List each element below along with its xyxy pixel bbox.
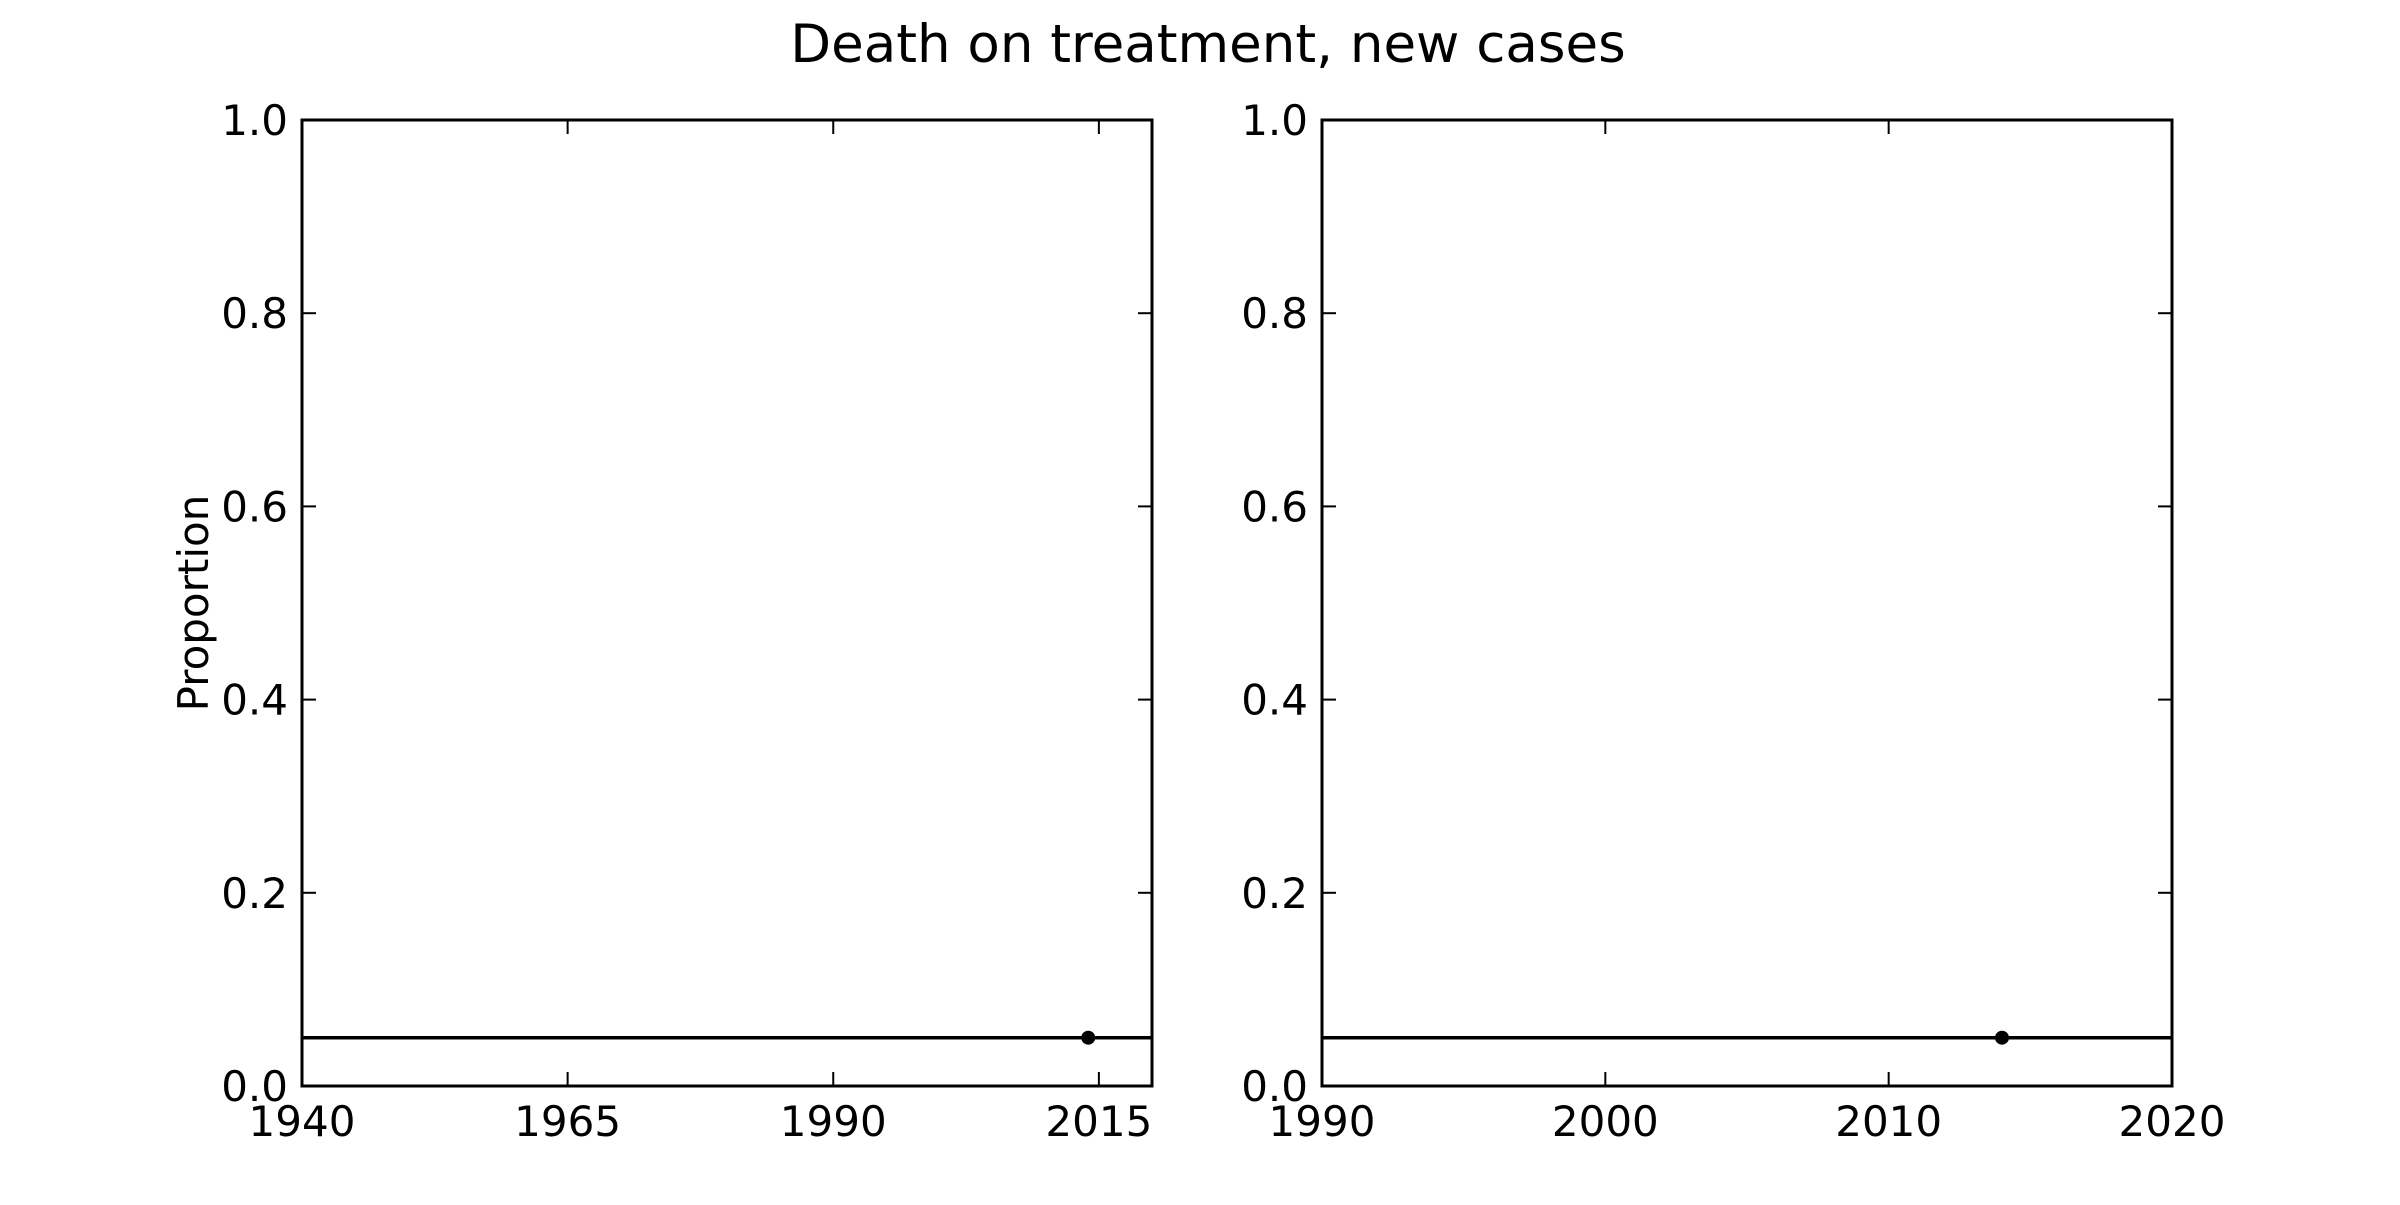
- y-tick-label: 0.0: [1241, 1062, 1308, 1111]
- y-tick-label: 0.2: [221, 869, 288, 918]
- x-tick-label: 1965: [514, 1097, 621, 1146]
- x-tick-label: 2010: [1835, 1097, 1942, 1146]
- x-tick-label: 2020: [2119, 1097, 2226, 1146]
- y-tick-label: 1.0: [1241, 96, 1308, 145]
- y-tick-label: 0.6: [221, 482, 288, 531]
- y-tick-label: 0.2: [1241, 869, 1308, 918]
- left-panel: 1940 1965 1990 2015 0.0 0.2 0.4 0.6 0.8 1.0 Propor…: [169, 96, 1154, 1146]
- plot-frame: [300, 118, 1154, 1088]
- y-tick-label: 0.8: [1241, 289, 1308, 338]
- y-tick-label: 0.8: [221, 289, 288, 338]
- y-axis-label: Proportion: [169, 495, 218, 712]
- right-panel: 1990 2000 2010 2020 0.0 0.2 0.4 0.6 0.8 1.0: [1241, 96, 2225, 1146]
- x-tick-label: 1940: [249, 1097, 356, 1146]
- x-tick-label: 2000: [1552, 1097, 1659, 1146]
- x-tick-label: 2015: [1045, 1097, 1152, 1146]
- y-tick-label: 0.4: [1241, 676, 1308, 725]
- x-tick-label: 1990: [780, 1097, 887, 1146]
- y-tick-label: 0.0: [221, 1062, 288, 1111]
- plot-frame: [1320, 118, 2174, 1088]
- y-tick-label: 0.6: [1241, 482, 1308, 531]
- y-tick-label: 1.0: [221, 96, 288, 145]
- chart-title: Death on treatment, new cases: [790, 14, 1625, 75]
- x-tick-label: 1990: [1269, 1097, 1376, 1146]
- data-point: [1995, 1030, 2009, 1045]
- y-tick-label: 0.4: [221, 676, 288, 725]
- data-point: [1081, 1030, 1096, 1045]
